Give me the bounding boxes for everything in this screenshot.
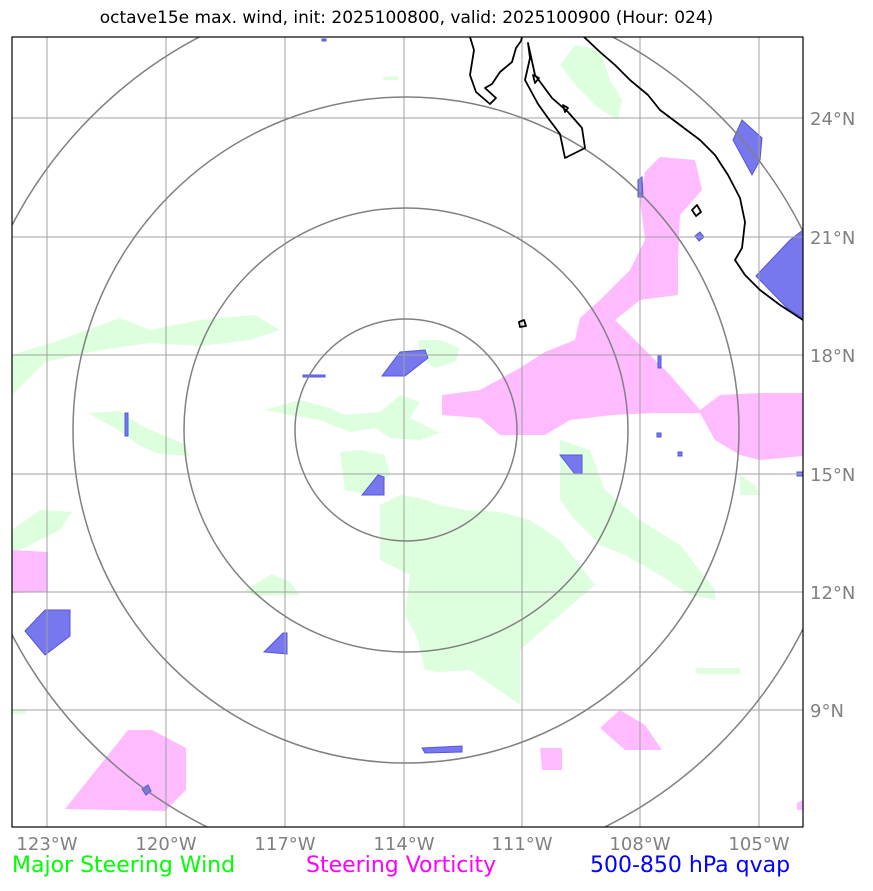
lat-label: 18°N: [810, 346, 855, 367]
legend-qvap: 500-850 hPa qvap: [590, 853, 791, 878]
range-ring-3: [72, 96, 740, 764]
range-ring-1: [294, 318, 518, 542]
lat-label: 9°N: [810, 701, 844, 722]
lon-tick-labels: 123°W 120°W 117°W 114°W 111°W 108°W 105°…: [16, 834, 789, 855]
lat-tick-labels: 24°N 21°N 18°N 15°N 12°N 9°N: [810, 109, 855, 722]
lon-label: 111°W: [491, 834, 552, 855]
steering-vorticity-layer: [12, 157, 803, 811]
lon-label: 114°W: [373, 834, 434, 855]
lat-label: 21°N: [810, 228, 855, 249]
range-ring-2: [183, 207, 629, 653]
lon-label: 120°W: [135, 834, 196, 855]
lon-label: 117°W: [254, 834, 315, 855]
lat-label: 12°N: [810, 583, 855, 604]
lat-label: 15°N: [810, 465, 855, 486]
qvap-layer: [24, 38, 803, 796]
plot-frame: [11, 36, 804, 828]
map-title: octave15e max. wind, init: 2025100800, v…: [99, 8, 714, 28]
steering-wind-layer: [12, 45, 760, 714]
legend-steering-vorticity: Steering Vorticity: [306, 853, 497, 878]
range-rings: [12, 37, 803, 827]
legend-steering-wind: Major Steering Wind: [12, 853, 236, 878]
coastline: [469, 37, 803, 328]
lon-label: 108°W: [609, 834, 670, 855]
lat-label: 24°N: [810, 109, 855, 130]
lon-label: 105°W: [728, 834, 789, 855]
lon-label: 123°W: [16, 834, 77, 855]
